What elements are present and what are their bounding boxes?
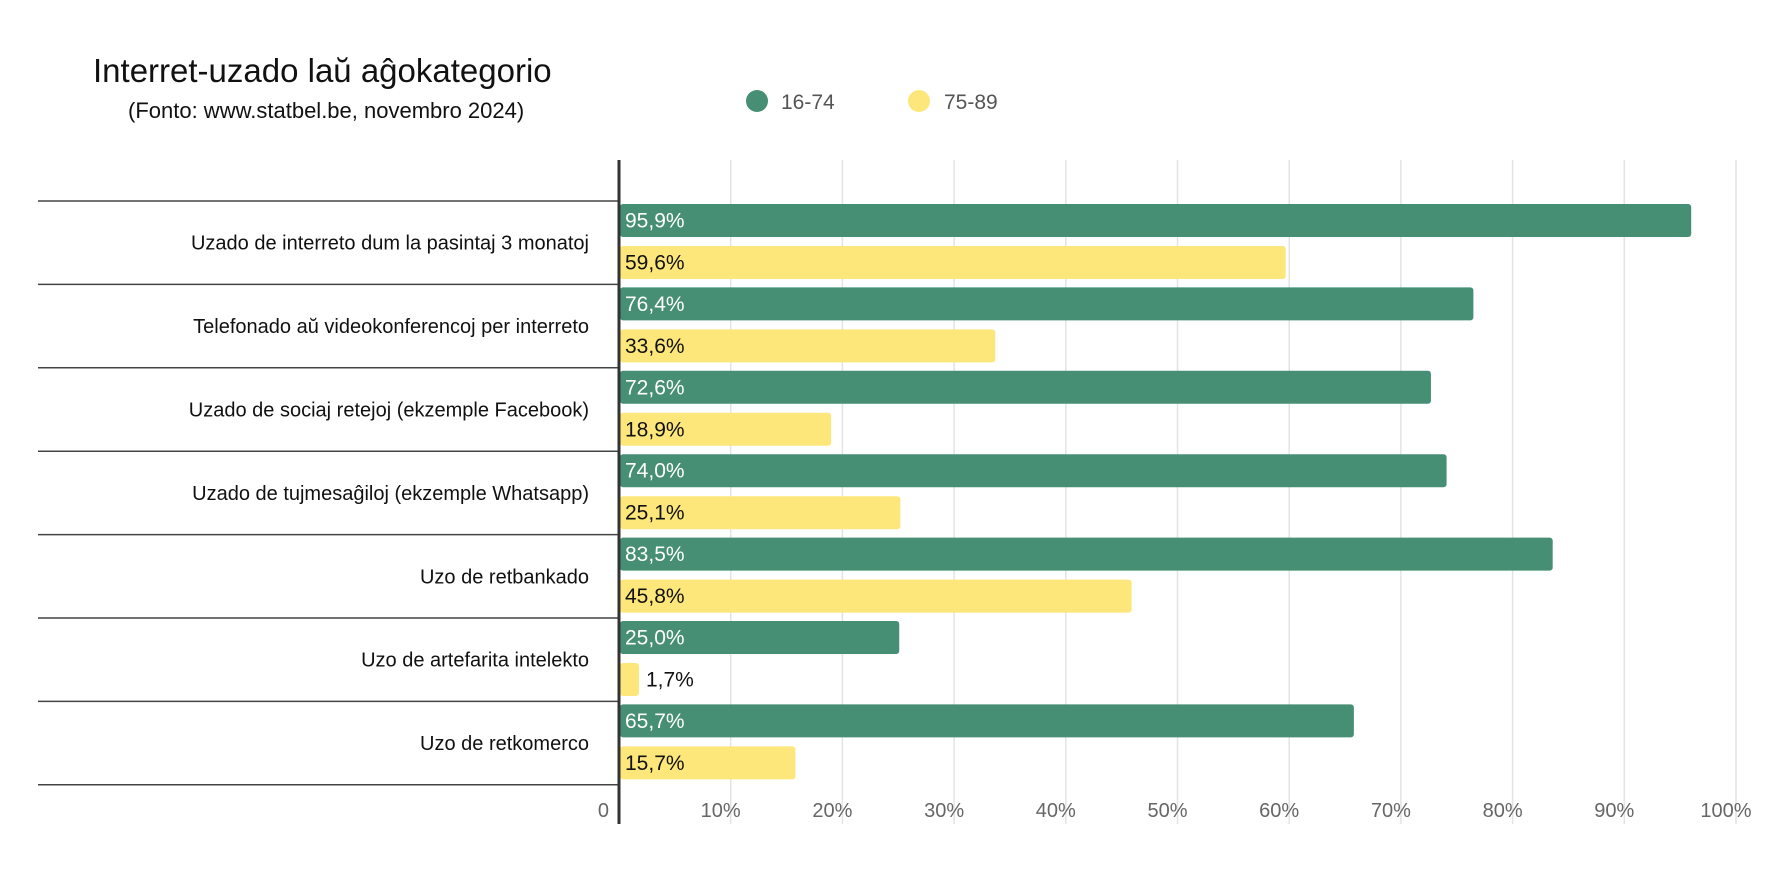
data-label: 95,9%: [625, 210, 685, 233]
data-label: 15,7%: [625, 752, 685, 775]
bar-16-74: [620, 204, 1692, 237]
category-rows: Uzado de interreto dum la pasintaj 3 mon…: [38, 200, 619, 786]
x-tick-label: 90%: [1594, 800, 1634, 822]
legend-label-16-74: 16-74: [781, 91, 835, 114]
bar-16-74: [620, 370, 1431, 404]
chart-subtitle: (Fonto: www.statbel.be, novembro 2024): [128, 98, 524, 123]
chart-title: Interret-uzado laŭ aĝokategorio: [93, 52, 552, 89]
bar-16-74: [620, 704, 1354, 738]
legend-swatch-75-89: [908, 90, 930, 112]
data-label: 1,7%: [646, 669, 694, 692]
legend: 16-74 75-89: [746, 90, 998, 114]
data-label: 25,1%: [625, 502, 685, 525]
data-label: 45,8%: [625, 585, 685, 608]
x-tick-label: 0: [598, 800, 609, 822]
bar-75-89: [620, 329, 996, 363]
category-label: Uzo de retkomerco: [420, 733, 589, 755]
bar-75-89: [620, 746, 796, 780]
category-label: Telefonado aŭ videokonferencoj per inter…: [193, 316, 589, 338]
bar-75-89: [620, 412, 832, 446]
x-axis-ticks: 0 10% 20% 30% 40% 50% 60% 70% 80% 90% 100%: [598, 800, 1752, 822]
bar-16-74: [620, 621, 900, 654]
x-tick-label: 80%: [1483, 800, 1523, 822]
data-label: 76,4%: [625, 293, 685, 316]
category-label: Uzo de artefarita intelekto: [361, 650, 589, 672]
bar-16-74: [620, 287, 1474, 321]
data-label: 18,9%: [625, 418, 685, 441]
category-label: Uzo de retbankado: [420, 566, 589, 588]
bar-75-89: [620, 663, 639, 696]
x-tick-label: 50%: [1147, 800, 1187, 822]
data-label: 33,6%: [625, 335, 685, 358]
x-tick-label: 60%: [1259, 800, 1299, 822]
data-label: 72,6%: [625, 376, 685, 399]
category-label: Uzado de tujmesaĝiloj (ekzemple Whatsapp…: [192, 483, 589, 505]
legend-label-75-89: 75-89: [944, 91, 998, 114]
data-label: 74,0%: [625, 460, 685, 483]
data-label: 25,0%: [625, 627, 685, 650]
data-label: 59,6%: [625, 252, 685, 275]
category-label: Uzado de interreto dum la pasintaj 3 mon…: [191, 233, 589, 255]
category-label: Uzado de sociaj retejoj (ekzemple Facebo…: [189, 400, 589, 422]
bar-75-89: [620, 496, 901, 530]
bar-16-74: [620, 454, 1447, 488]
x-tick-label: 40%: [1036, 800, 1076, 822]
x-tick-label: 30%: [924, 800, 964, 822]
legend-swatch-16-74: [746, 90, 768, 112]
data-label: 65,7%: [625, 710, 685, 733]
bars: 95,9% 76,4% 72,6% 74,0% 83,5% 25,0% 65,7% 59,6%…: [620, 204, 1692, 780]
bar-75-89: [620, 246, 1286, 279]
data-label: 83,5%: [625, 543, 685, 566]
x-tick-label: 70%: [1371, 800, 1411, 822]
x-tick-label: 20%: [812, 800, 852, 822]
bar-16-74: [620, 537, 1553, 571]
x-tick-label: 100%: [1700, 800, 1751, 822]
bar-75-89: [620, 579, 1132, 613]
x-tick-label: 10%: [701, 800, 741, 822]
